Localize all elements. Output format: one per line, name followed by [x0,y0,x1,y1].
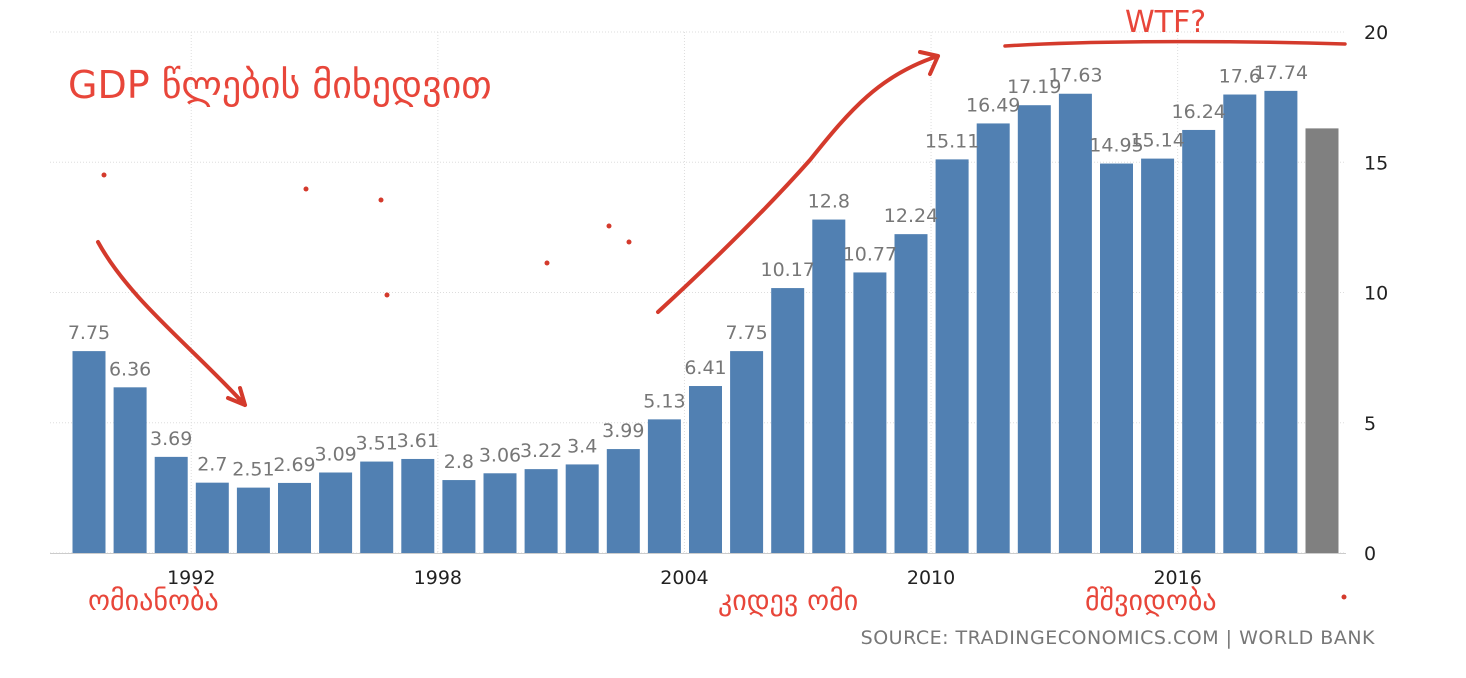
bar [730,351,764,553]
data-label: 14.95 [1089,135,1143,157]
y-tick-label: 5 [1364,413,1376,435]
data-label: 15.11 [925,130,979,152]
data-label: 6.41 [684,357,726,379]
data-label: 6.36 [109,358,151,380]
data-label: 17.6 [1219,66,1261,88]
bar [771,288,805,553]
data-label: 15.14 [1130,130,1184,152]
data-label: 17.19 [1007,76,1061,98]
bar [1264,90,1298,554]
bar [113,387,147,553]
bar [976,123,1010,554]
x-tick-label: 2010 [907,567,955,589]
dot-mark [101,172,107,178]
period-war-again-label: კიდევ ომი [718,584,858,617]
bar [195,482,229,553]
period-war-label: ომიანობა [88,584,219,617]
dot-mark [303,186,309,192]
data-labels: 7.756.363.692.7 2.512.693.093.513.612.8 3.… [68,62,1308,481]
dot-mark [384,292,390,298]
bar [483,473,517,553]
heading-annotation: GDP წლების მიხედვით [68,63,492,107]
data-label: 5.13 [643,390,685,412]
dot-mark [378,197,384,203]
wtf-underline-annotation [1003,39,1347,48]
bar [894,234,928,553]
bar [853,272,887,553]
axes: 0 5 10 15 20 1992 1998 2004 2010 2016 [50,22,1388,589]
bar [1100,163,1133,554]
data-label: 12.8 [808,191,850,213]
bar [154,456,188,553]
bar [565,464,599,553]
bar [360,461,394,553]
dot-mark [1341,594,1347,600]
bar [1141,158,1175,553]
bar [278,482,311,553]
data-label: 12.24 [884,205,938,227]
data-label: 17.74 [1254,62,1308,84]
dot-mark [606,223,612,229]
data-label: 10.17 [760,259,814,281]
period-peace-label: მშვიდობა [1085,584,1217,617]
bars [72,90,1339,554]
x-tick-label: 1992 [167,567,215,589]
data-label: 3.51 [356,433,398,455]
data-label: 2.7 [197,454,227,476]
bar [442,480,476,553]
y-tick-label: 0 [1364,543,1376,565]
bar [689,386,722,553]
dot-mark [626,239,632,245]
data-label: 2.69 [273,454,315,476]
x-tick-label: 2016 [1153,567,1201,589]
data-label: 17.63 [1048,65,1102,87]
data-label: 7.75 [725,322,767,344]
x-tick-label: 2004 [660,567,708,589]
y-tick-label: 15 [1364,152,1388,174]
bar [1017,105,1051,553]
bar [524,469,558,553]
bar-forecast [1305,128,1339,553]
bar [236,487,270,553]
data-label: 3.09 [314,444,356,466]
data-label: 16.24 [1171,101,1225,123]
bar [72,351,106,553]
data-label: 16.49 [966,94,1020,116]
data-label: 2.8 [444,451,474,473]
data-label: 10.77 [843,243,897,265]
data-label: 2.51 [232,459,274,481]
dot-mark [544,260,550,266]
x-tick-label: 1998 [414,567,462,589]
up-arrow-annotation [656,50,940,314]
bar [1223,94,1257,554]
y-tick-label: 20 [1364,22,1388,44]
bar [319,472,353,553]
down-arrow-annotation [96,240,247,407]
bar [812,219,846,553]
data-label: 3.22 [520,440,562,462]
wtf-annotation: WTF? [1125,5,1206,40]
data-label: 3.06 [479,444,521,466]
bar [1058,93,1092,554]
y-tick-label: 10 [1364,283,1388,305]
bar [401,458,435,553]
data-label: 3.61 [397,430,439,452]
data-label: 3.69 [150,428,192,450]
data-label: 3.4 [567,435,597,457]
source-text: SOURCE: TRADINGECONOMICS.COM | WORLD BAN… [861,627,1375,649]
bar [606,449,640,553]
data-label: 7.75 [68,322,110,344]
bar [1182,129,1216,553]
handdrawn-annotations [96,39,1347,600]
bar [935,159,969,553]
data-label: 3.99 [602,420,644,442]
bar [647,419,681,553]
